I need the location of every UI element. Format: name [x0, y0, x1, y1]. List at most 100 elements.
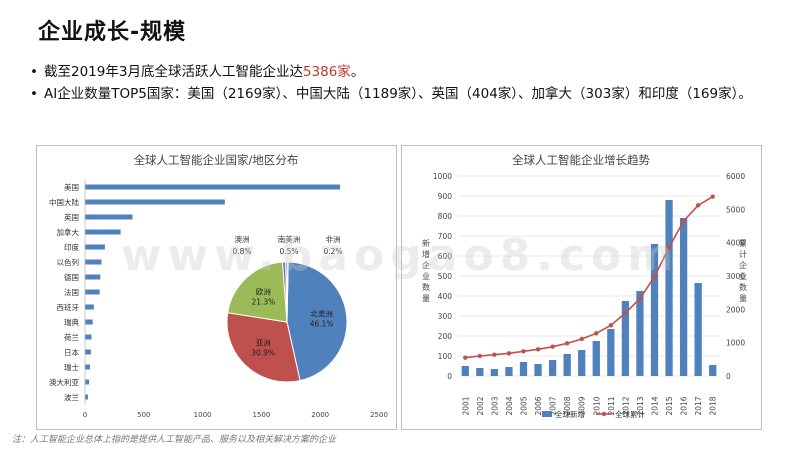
bullet-item: • 截至2019年3月底全球活跃人工智能企业达5386家。 [30, 62, 770, 82]
line-point [492, 352, 497, 357]
bar [461, 366, 469, 376]
line-point [623, 310, 628, 316]
pie-slice [286, 261, 348, 382]
category-label: 荷兰 [64, 332, 79, 342]
line-point [666, 245, 672, 250]
slide-title: 企业成长-规模 [38, 20, 187, 45]
bar [476, 368, 484, 376]
x-tick-label: 2004 [505, 396, 514, 415]
line-point [652, 274, 657, 279]
x-tick-label: 2015 [665, 396, 674, 415]
bar [563, 354, 571, 376]
y-axis-title-right: 累 [739, 239, 747, 248]
x-tick-label: 2008 [563, 396, 572, 415]
y-axis-title-left: 增 [422, 249, 430, 259]
bar [85, 379, 90, 385]
bullet-text: 截至2019年3月底全球活跃人工智能企业达5386家。 [44, 64, 365, 80]
bar [85, 289, 100, 295]
y-tick-label-left: 100 [438, 352, 453, 361]
y-tick-label-left: 300 [438, 312, 453, 321]
x-tick-label: 2010 [592, 396, 601, 415]
y-axis-title-right: 业 [739, 271, 747, 281]
bar [85, 304, 94, 310]
y-axis-title-left: 量 [422, 294, 430, 303]
bullet-dot: • [30, 86, 38, 102]
bar [578, 350, 586, 376]
y-tick-label-left: 400 [438, 292, 453, 301]
line-point [594, 331, 599, 336]
y-tick-label-left: 0 [447, 372, 452, 381]
bar [650, 244, 659, 376]
line-point [506, 351, 512, 356]
bar [534, 364, 542, 376]
y-tick-label-left: 700 [438, 232, 453, 241]
bar [85, 259, 102, 265]
x-tick-label: 2003 [490, 396, 499, 415]
x-tick-label: 2005 [520, 396, 529, 415]
bar [85, 394, 88, 400]
y-tick-label-right: 1000 [726, 339, 745, 348]
category-label: 瑞典 [64, 317, 79, 327]
category-label: 德国 [64, 272, 79, 282]
y-axis-title-right: 计 [739, 249, 747, 259]
country-distribution-panel: 全球人工智能企业国家/地区分布 美国 中国大陆 英国 加拿大 印度 以色列 德国 法国 西班牙瑞… [36, 145, 397, 430]
x-tick-label: 2016 [680, 396, 689, 415]
x-tick-label: 2000 [311, 411, 329, 419]
slice-value: 46.1% [310, 320, 334, 329]
line-point [550, 344, 555, 349]
bullet-dot: • [30, 64, 38, 80]
y-tick-label-right: 2000 [726, 305, 745, 314]
x-tick-label: 2002 [476, 396, 485, 415]
bar [665, 200, 673, 376]
y-axis-title-right: 数 [739, 282, 747, 292]
x-tick-label: 2009 [578, 396, 587, 415]
bar [490, 369, 499, 376]
bar [621, 301, 630, 376]
category-label: 加拿大 [57, 227, 80, 237]
category-label: 英国 [64, 212, 79, 222]
category-label: 印度 [64, 242, 79, 252]
slice-label: 非洲 [326, 234, 341, 244]
bar [85, 229, 121, 235]
line-point [535, 347, 541, 352]
y-axis-title-left: 新 [422, 238, 430, 248]
bar [85, 334, 92, 340]
category-label: 西班牙 [57, 302, 80, 312]
y-axis-title-right: 企 [739, 260, 747, 270]
line-point [681, 218, 686, 224]
line-point [695, 203, 701, 208]
highlight-count: 5386家 [302, 64, 351, 80]
category-label: 波兰 [64, 392, 79, 402]
slice-value: 0.8% [232, 247, 251, 256]
x-tick-label: 500 [137, 411, 150, 419]
category-label: 以色列 [57, 257, 80, 267]
pie-slice [226, 312, 301, 383]
line-point [608, 323, 614, 328]
category-label: 中国大陆 [49, 197, 79, 207]
line-point [637, 296, 643, 301]
growth-trend-panel: 全球人工智能企业增长趋势 0 100 200 300 400 500 600 700 800 90… [401, 145, 762, 430]
slice-value: 21.3% [251, 297, 275, 306]
bar [85, 214, 133, 220]
slice-value: 0.5% [279, 247, 298, 256]
line-point [710, 194, 715, 199]
category-label: 澳大利亚 [49, 377, 79, 387]
pie-slice [286, 261, 289, 323]
slice-label: 欧洲 [256, 286, 271, 296]
x-tick-label: 2014 [651, 396, 660, 415]
footnote: 注：人工智能企业总体上指的是提供人工智能产品、服务以及相关解决方案的企业 [12, 435, 337, 445]
y-tick-label-right: 0 [726, 372, 731, 381]
category-label: 美国 [64, 182, 79, 192]
bar [85, 349, 91, 355]
chart-title: 全球人工智能企业增长趋势 [512, 153, 650, 167]
x-tick-label: 2017 [694, 396, 703, 415]
line-point [477, 353, 483, 359]
country-distribution-chart: 全球人工智能企业国家/地区分布 美国中国大陆英国加拿大印度以色列德国法国西班牙瑞… [49, 153, 388, 419]
y-axis-title-left: 业 [422, 271, 430, 281]
slice-label: 北美洲 [310, 309, 333, 319]
legend-label: 全球新增 [555, 409, 585, 419]
y-tick-label-right: 5000 [726, 205, 745, 214]
x-tick-label: 2018 [709, 396, 718, 415]
y-tick-label-left: 600 [438, 252, 453, 261]
bar [505, 367, 513, 376]
